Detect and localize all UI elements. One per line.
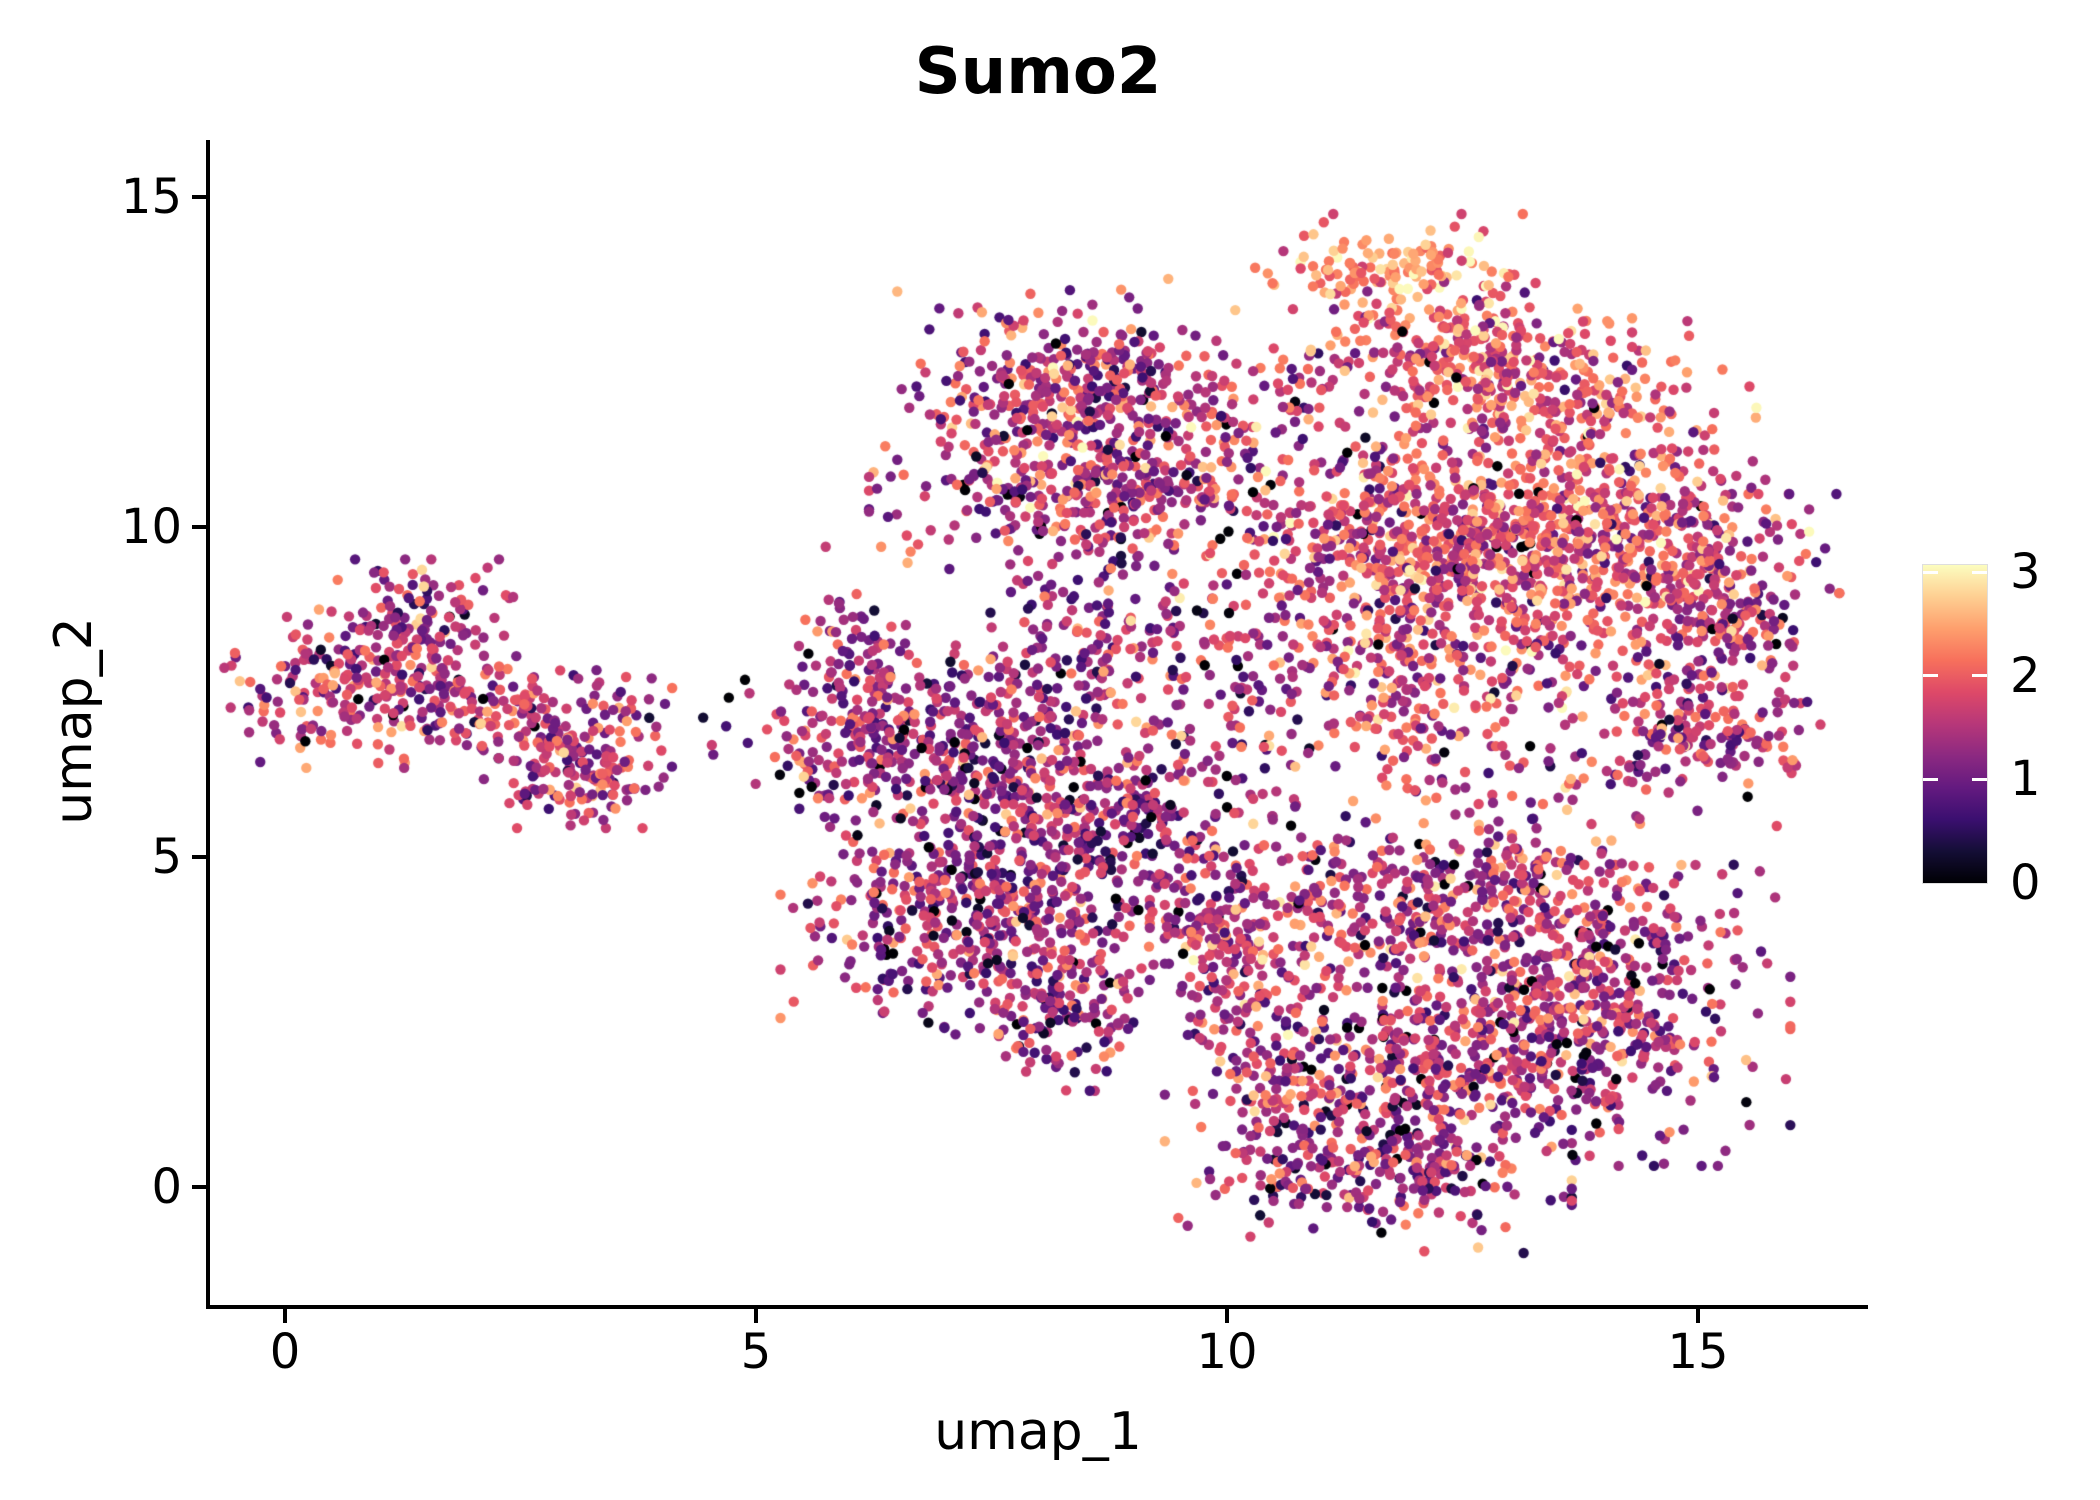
x-axis-line xyxy=(206,1305,1868,1309)
y-tick-label: 5 xyxy=(151,829,182,885)
y-tick-mark xyxy=(192,855,206,859)
x-tick-mark xyxy=(1696,1309,1700,1323)
x-tick-mark xyxy=(283,1309,287,1323)
y-axis-label: umap_2 xyxy=(44,617,104,825)
y-axis-line xyxy=(206,140,210,1309)
x-tick-mark xyxy=(1225,1309,1229,1323)
colorbar-tick-mark xyxy=(1923,570,1938,574)
plot-title: Sumo2 xyxy=(914,35,1162,109)
colorbar-tick-label: 2 xyxy=(2010,647,2041,704)
colorbar-tick-mark xyxy=(1972,570,1987,574)
colorbar-tick-mark xyxy=(1972,674,1987,678)
colorbar-tick-mark xyxy=(1923,777,1938,781)
y-tick-mark xyxy=(192,195,206,199)
colorbar-tick-mark xyxy=(1923,674,1938,678)
colorbar-tick-mark xyxy=(1972,777,1987,781)
x-tick-label: 0 xyxy=(269,1324,301,1380)
y-tick-label: 0 xyxy=(151,1159,182,1215)
y-tick-mark xyxy=(192,525,206,529)
colorbar-gradient xyxy=(1922,564,1988,884)
y-tick-label: 15 xyxy=(120,169,182,225)
x-tick-mark xyxy=(754,1309,758,1323)
x-tick-label: 15 xyxy=(1667,1324,1729,1380)
colorbar-tick-label: 0 xyxy=(2010,855,2041,911)
x-axis-label: umap_1 xyxy=(934,1402,1142,1462)
colorbar-tick-label: 1 xyxy=(2010,751,2041,808)
x-tick-label: 5 xyxy=(740,1324,772,1380)
y-tick-mark xyxy=(192,1185,206,1189)
y-tick-label: 10 xyxy=(120,499,182,555)
x-tick-label: 10 xyxy=(1196,1324,1258,1380)
colorbar xyxy=(1922,564,1988,884)
colorbar-tick-label: 3 xyxy=(2010,544,2041,601)
